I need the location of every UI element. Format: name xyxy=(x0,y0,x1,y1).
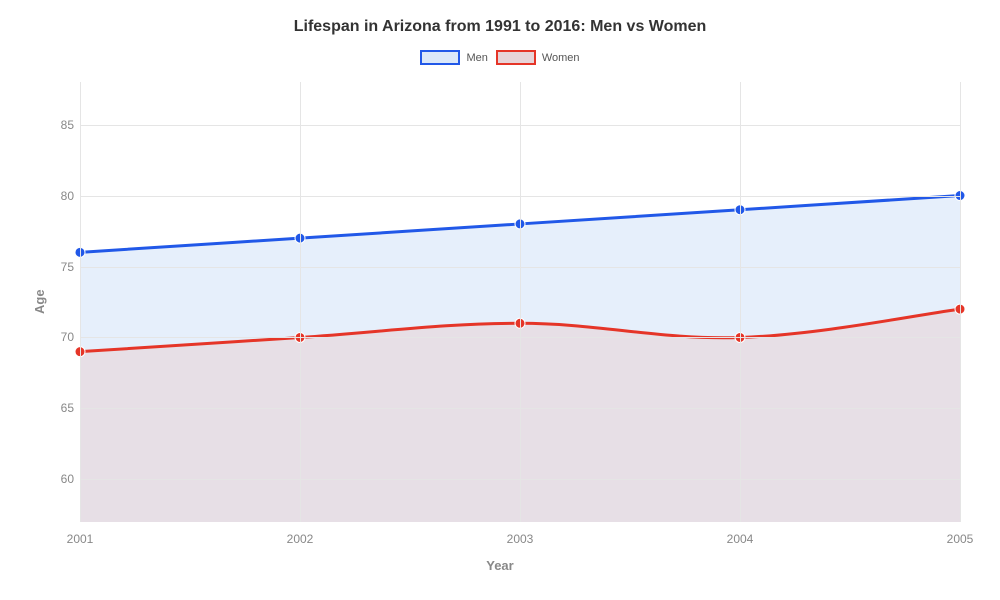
grid-line-h xyxy=(80,267,960,268)
x-tick-label: 2001 xyxy=(67,532,94,546)
grid-line-v xyxy=(960,82,961,522)
legend: Men Women xyxy=(0,50,1000,65)
grid-line-h xyxy=(80,125,960,126)
x-tick-label: 2004 xyxy=(727,532,754,546)
legend-label-men: Men xyxy=(466,52,487,64)
x-tick-label: 2003 xyxy=(507,532,534,546)
grid-line-v xyxy=(520,82,521,522)
legend-swatch-women xyxy=(496,50,536,65)
grid-line-h xyxy=(80,337,960,338)
y-tick-label: 85 xyxy=(50,118,74,132)
y-tick-label: 65 xyxy=(50,401,74,415)
grid-line-v xyxy=(740,82,741,522)
x-tick-label: 2005 xyxy=(947,532,974,546)
y-tick-label: 60 xyxy=(50,472,74,486)
legend-item-men[interactable]: Men xyxy=(420,50,487,65)
x-tick-label: 2002 xyxy=(287,532,314,546)
legend-item-women[interactable]: Women xyxy=(496,50,580,65)
plot-area xyxy=(80,82,960,522)
x-axis-label: Year xyxy=(0,558,1000,573)
grid-line-v xyxy=(80,82,81,522)
grid-line-v xyxy=(300,82,301,522)
grid-line-h xyxy=(80,479,960,480)
y-tick-label: 70 xyxy=(50,330,74,344)
y-tick-label: 75 xyxy=(50,260,74,274)
chart-title: Lifespan in Arizona from 1991 to 2016: M… xyxy=(0,18,1000,36)
y-tick-label: 80 xyxy=(50,189,74,203)
legend-label-women: Women xyxy=(542,52,580,64)
chart-container: Lifespan in Arizona from 1991 to 2016: M… xyxy=(0,0,1000,600)
legend-swatch-men xyxy=(420,50,460,65)
grid-line-h xyxy=(80,408,960,409)
y-axis-label: Age xyxy=(32,289,47,314)
grid-line-h xyxy=(80,196,960,197)
